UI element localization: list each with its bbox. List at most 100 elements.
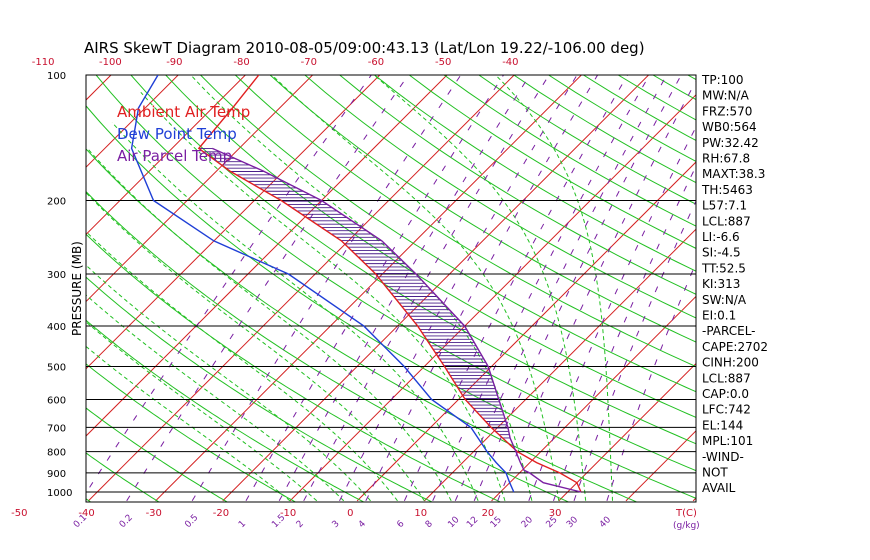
legend-parcel-temp: Air Parcel Temp xyxy=(117,147,232,165)
isotherm-line xyxy=(86,75,314,303)
index-label: LI:-6.6 xyxy=(702,230,740,244)
isotherm-line xyxy=(289,94,696,502)
mixing-ratio-line xyxy=(365,75,599,502)
dry-adiabat-line xyxy=(130,75,696,445)
bottom-temperature-tick: -40 xyxy=(78,508,94,519)
index-label: NOT xyxy=(702,466,728,480)
mixing-ratio-tick: 1 xyxy=(237,519,248,530)
top-temperature-tick: -100 xyxy=(99,57,122,68)
pressure-tick-label: 900 xyxy=(47,469,66,480)
index-label: KI:313 xyxy=(702,277,740,291)
isotherm-line xyxy=(222,75,650,502)
top-temperature-tick: -60 xyxy=(368,57,384,68)
mixing-ratio-tick: 3 xyxy=(331,519,342,530)
moist-adiabat-line xyxy=(86,191,425,502)
legend-dew-point: Dew Point Temp xyxy=(117,125,237,143)
dry-adiabat-line xyxy=(338,75,696,295)
index-label: MAXT:38.3 xyxy=(702,167,765,181)
dry-adiabat-line xyxy=(304,75,696,319)
mixing-ratio-line xyxy=(553,165,696,501)
dry-adiabat-line xyxy=(686,75,696,81)
index-label: PW:32.42 xyxy=(702,136,759,150)
mixing-ratio-line xyxy=(432,75,650,502)
bottom-temperature-tick: -50 xyxy=(11,508,27,519)
mixing-ratio-tick: 4 xyxy=(357,519,368,530)
index-label: -PARCEL- xyxy=(702,324,756,338)
mixing-ratio-line xyxy=(606,261,696,501)
series-line-2 xyxy=(212,147,582,493)
mixing-ratio-line xyxy=(278,75,531,502)
mixing-ratio-tick: 10 xyxy=(446,515,461,530)
mixing-ratio-tick: 2 xyxy=(295,519,306,530)
mixing-ratio-tick: 6 xyxy=(395,519,406,530)
index-label: AVAIL xyxy=(702,481,736,495)
moist-adiabat-line xyxy=(111,122,479,501)
mixing-ratio-unit: (g/kg) xyxy=(673,521,700,531)
mixing-ratio-line xyxy=(126,75,409,502)
index-label: LCL:887 xyxy=(702,214,751,228)
index-label: LCL:887 xyxy=(702,371,751,385)
moist-adiabat-line xyxy=(86,264,371,502)
series-line-1 xyxy=(130,75,515,493)
moist-adiabat-line xyxy=(140,91,506,501)
mixing-ratio-tick: 20 xyxy=(520,515,535,530)
mixing-ratio-line xyxy=(528,125,696,501)
bottom-temperature-tick: 30 xyxy=(549,508,562,519)
index-label: EL:144 xyxy=(702,418,743,432)
chart-title: AIRS SkewT Diagram 2010-08-05/09:00:43.1… xyxy=(84,39,645,57)
cape-hatch xyxy=(198,148,511,439)
x-axis-label: T(C) xyxy=(675,508,697,519)
dry-adiabat-line xyxy=(86,190,570,502)
isotherm-line xyxy=(491,295,696,502)
pressure-tick-label: 100 xyxy=(47,71,66,82)
dry-adiabat-line xyxy=(86,407,229,502)
top-temperature-tick: -50 xyxy=(435,57,451,68)
mixing-ratio-tick: 0.5 xyxy=(183,513,200,530)
pressure-tick-label: 200 xyxy=(47,197,66,208)
isotherm-line xyxy=(86,75,448,437)
index-label: FRZ:570 xyxy=(702,104,752,118)
isotherm-line xyxy=(86,75,247,236)
dry-adiabat-line xyxy=(199,75,696,393)
mixing-ratio-line xyxy=(191,75,462,502)
dry-adiabat-line xyxy=(86,363,297,502)
index-label: CAP:0.0 xyxy=(702,387,749,401)
pressure-tick-label: 500 xyxy=(47,362,66,373)
mixing-ratio-line xyxy=(573,199,696,501)
mixing-ratio-tick: 30 xyxy=(565,515,580,530)
index-label: TP:100 xyxy=(701,73,744,87)
mixing-ratio-line xyxy=(454,75,668,502)
index-label: RH:67.8 xyxy=(702,152,750,166)
pressure-tick-label: 400 xyxy=(47,322,66,333)
mixing-ratio-line xyxy=(86,75,372,494)
profile-lines xyxy=(130,75,582,493)
mixing-ratio-line xyxy=(403,75,628,502)
isobar-lines xyxy=(85,74,697,503)
mixing-ratio-line xyxy=(497,79,696,501)
isotherm-line xyxy=(356,161,696,502)
index-label: TT:52.5 xyxy=(701,261,746,275)
index-label: -WIND- xyxy=(702,450,744,464)
index-label: MPL:101 xyxy=(702,434,753,448)
index-label: SW:N/A xyxy=(702,293,747,307)
moist-adiabat-line xyxy=(86,321,318,502)
pressure-tick-label: 300 xyxy=(47,270,66,281)
top-temperature-tick: -70 xyxy=(301,57,317,68)
index-label: WB0:564 xyxy=(702,120,757,134)
axis-ticks: 1002003004005006007008009001000-120-110-… xyxy=(11,57,613,530)
index-label: SI:-4.5 xyxy=(702,246,741,260)
dry-adiabat-line xyxy=(269,75,696,343)
index-label: MW:N/A xyxy=(702,89,750,103)
mixing-ratio-tick: 8 xyxy=(424,519,435,530)
mixing-ratio-tick: 40 xyxy=(598,515,613,530)
moist-adiabat-line xyxy=(271,75,560,501)
bottom-temperature-tick: 0 xyxy=(347,508,353,519)
isotherm-line xyxy=(760,56,870,501)
bottom-temperature-tick: -30 xyxy=(146,508,162,519)
mixing-ratio-line xyxy=(473,75,682,501)
y-axis-label: PRESSURE (MB) xyxy=(70,241,84,336)
moist-adiabat-line xyxy=(86,230,398,502)
pressure-tick-label: 1000 xyxy=(47,488,72,499)
bottom-temperature-tick: 20 xyxy=(482,508,495,519)
